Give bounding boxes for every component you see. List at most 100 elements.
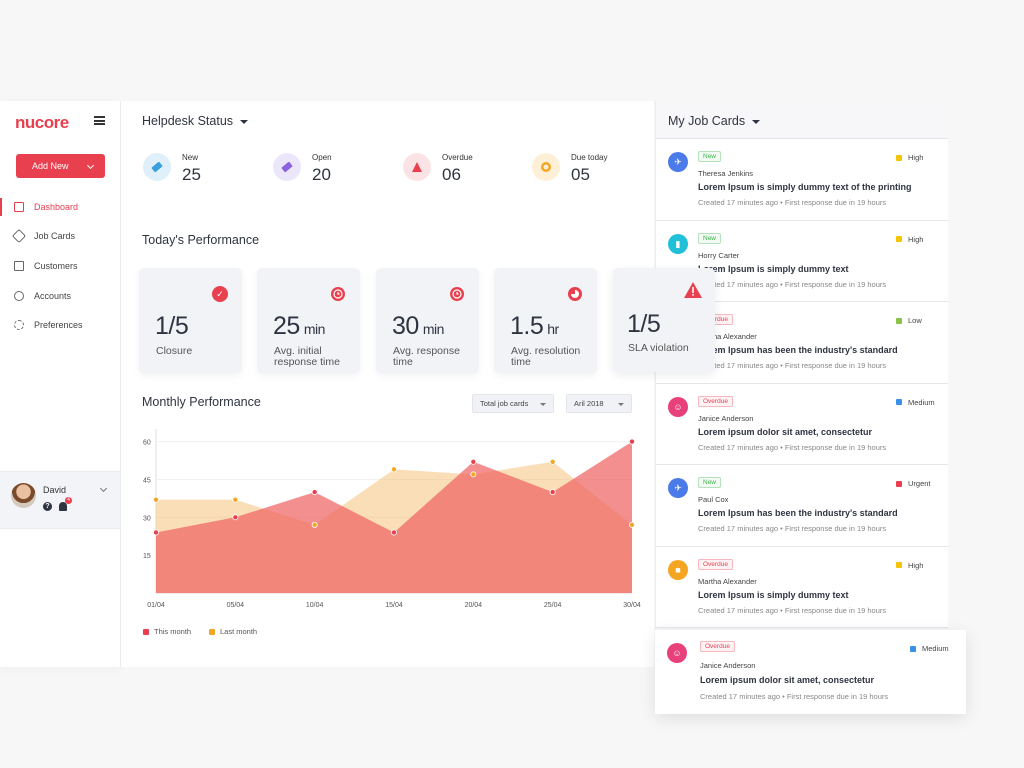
chat-icon: ☺: [667, 643, 687, 663]
main-panel: Helpdesk Status New 25 Open 20 Overdue 0…: [121, 101, 654, 667]
caret-down-icon: [240, 119, 249, 124]
stat-icon-bg: [273, 153, 301, 181]
job-card[interactable]: ■ Overdue High Martha Alexander Lorem Ipsum …: [656, 546, 948, 628]
perf-number: 1/5: [627, 310, 661, 338]
job-cards-panel: My Job Cards ✈ New High Theresa Jenkins Lore…: [655, 101, 948, 667]
job-title: Lorem Ipsum has been the industry's stan…: [698, 508, 898, 518]
priority-dot: [910, 645, 916, 652]
perf-unit: min: [303, 321, 326, 337]
avatar[interactable]: [11, 483, 36, 508]
data-point: [153, 496, 160, 503]
stat-label: Due today: [571, 153, 608, 162]
priority-dot: [896, 399, 902, 405]
x-tick-label: 30/04: [623, 602, 641, 609]
sidebar-item-label: Accounts: [34, 290, 72, 301]
job-card[interactable]: ✈ New High Theresa Jenkins Lorem Ipsum is si…: [656, 139, 948, 221]
todays-performance-title: Today's Performance: [142, 233, 260, 247]
bus-icon: ■: [668, 559, 688, 580]
job-card[interactable]: ✈ New Urgent Paul Cox Lorem Ipsum has been t…: [656, 465, 948, 547]
stat-value: 25: [182, 165, 201, 184]
ticket-icon: [281, 161, 293, 173]
sidebar-item-customers[interactable]: Customers: [0, 251, 120, 281]
clock-icon: [449, 286, 465, 302]
my-job-cards-title: My Job Cards: [668, 114, 746, 128]
job-person: Janice Anderson: [698, 413, 754, 423]
job-card[interactable]: ☺ Overdue Medium Janice Anderson Lorem ipsum…: [656, 383, 948, 465]
job-meta: Created 17 minutes ago • First response …: [698, 198, 887, 207]
job-meta: Created 17 minutes ago • First response …: [698, 279, 887, 289]
priority-indicator: Medium: [896, 398, 935, 407]
job-person: Martha Alexander: [698, 332, 757, 341]
legend-label: Last month: [220, 627, 258, 636]
job-title: Lorem ipsum dolor sit amet, consectetur: [700, 675, 875, 685]
perf-unit: hr: [547, 321, 559, 337]
month-select[interactable]: Aril 2018: [566, 394, 632, 413]
helpdesk-status-title: Helpdesk Status: [142, 114, 234, 128]
gear-icon: [14, 320, 24, 331]
job-title: Lorem Ipsum is simply dummy text of the …: [698, 182, 912, 192]
priority-indicator: Medium: [910, 644, 949, 653]
job-title: Lorem Ipsum is simply dummy text: [698, 589, 849, 600]
status-badge: Overdue: [700, 641, 735, 652]
help-icon[interactable]: ?: [43, 502, 52, 511]
job-person: Martha Alexander: [698, 576, 757, 586]
bell-icon[interactable]: [59, 502, 67, 511]
chevron-down-icon[interactable]: [99, 484, 108, 493]
data-point: [153, 529, 160, 536]
sidebar-nav: Dashboard Job Cards Customers Accounts P…: [0, 192, 120, 340]
helpdesk-status-dropdown[interactable]: Helpdesk Status: [142, 114, 249, 128]
menu-icon[interactable]: [94, 116, 105, 125]
data-point: [628, 438, 635, 445]
stat-label: New: [182, 153, 199, 162]
data-point: [549, 489, 556, 496]
perf-value: 1.5 hr: [510, 312, 559, 341]
monthly-performance-chart: 60 45 30 15 01/04 05/04 10/04 15/04 20/04 25/04 30…: [143, 429, 641, 609]
perf-label: Closure: [156, 345, 193, 357]
legend-last-month[interactable]: Last month: [209, 627, 257, 636]
chevron-down-icon: [86, 161, 95, 170]
perf-card-resolution[interactable]: 1.5 hr Avg. resolution time: [494, 268, 597, 373]
priority-label: Low: [908, 316, 922, 325]
perf-value: 30 min: [392, 312, 444, 341]
job-person: Horry Carter: [698, 250, 740, 260]
logo[interactable]: nucore: [15, 113, 69, 132]
status-badge: Overdue: [698, 395, 733, 407]
stat-icon-bg: [403, 153, 431, 181]
job-meta: Created 17 minutes ago • First response …: [698, 442, 887, 452]
metric-select[interactable]: Total job cards: [472, 394, 554, 413]
status-badge: New: [698, 151, 722, 162]
perf-card-closure[interactable]: ✓ 1/5 Closure: [139, 268, 242, 373]
sidebar-item-dashboard[interactable]: Dashboard: [0, 192, 120, 222]
floating-job-card[interactable]: ☺ Overdue Medium Janice Anderson Lorem i…: [655, 630, 966, 714]
perf-value: 25 min: [273, 312, 325, 341]
perf-card-response[interactable]: 30 min Avg. response time: [376, 268, 479, 373]
y-tick-label: 60: [143, 440, 151, 447]
perf-value: 1/5: [627, 310, 661, 339]
data-point: [628, 521, 635, 528]
sidebar-item-label: Customers: [34, 260, 78, 271]
priority-label: Medium: [922, 644, 949, 653]
y-tick-label: 15: [143, 553, 151, 560]
stat-value: 05: [571, 165, 590, 184]
perf-card-sla-violation[interactable]: 1/5 SLA violation: [613, 268, 715, 372]
x-tick-label: 05/04: [227, 602, 245, 609]
priority-dot: [896, 154, 902, 161]
job-person: Theresa Jenkins: [698, 169, 754, 178]
priority-label: High: [908, 234, 924, 244]
user-name: David: [43, 485, 67, 495]
priority-indicator: High: [896, 235, 923, 244]
user-profile[interactable]: David ? 4: [0, 471, 120, 529]
legend-this-month[interactable]: This month: [143, 627, 191, 636]
perf-card-initial-response[interactable]: 25 min Avg. initial response time: [257, 268, 360, 373]
airplane-icon: ✈: [668, 478, 688, 498]
my-job-cards-dropdown[interactable]: My Job Cards: [656, 101, 948, 139]
sidebar-item-accounts[interactable]: Accounts: [0, 281, 120, 311]
sidebar-item-preferences[interactable]: Preferences: [0, 310, 120, 340]
pie-icon: [567, 286, 583, 302]
contact-card-icon: [14, 260, 24, 271]
add-new-button[interactable]: Add New: [16, 154, 105, 178]
data-point: [549, 458, 556, 465]
tag-icon: [11, 229, 27, 244]
sidebar-item-job-cards[interactable]: Job Cards: [0, 222, 120, 252]
add-new-label: Add New: [32, 161, 69, 171]
